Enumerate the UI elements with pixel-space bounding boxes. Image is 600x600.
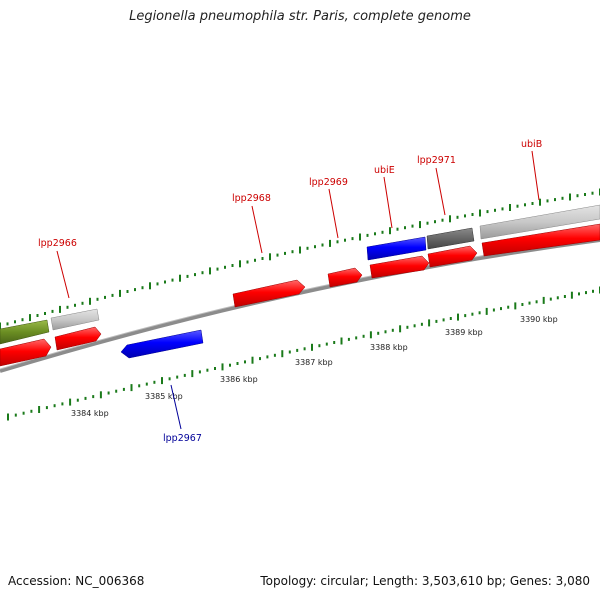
leader-line-lpp2967 — [170, 384, 182, 430]
leader-line-lpp2968 — [251, 205, 263, 254]
feature-label-lpp2971: lpp2971 — [417, 155, 456, 166]
tick-label-3385: 3385 kbp — [145, 392, 183, 401]
feature-label-ubiE: ubiE — [374, 165, 395, 176]
cds-arrow-ubiE[interactable] — [369, 255, 430, 279]
topology-text: Topology: circular; Length: 3,503,610 bp… — [260, 574, 590, 588]
cds-arrow-left-edge[interactable] — [0, 338, 52, 367]
feature-label-lpp2968: lpp2968 — [232, 193, 271, 204]
map-title: Legionella pneumophila str. Paris, compl… — [129, 9, 471, 24]
cds-arrow-lpp2971[interactable] — [427, 245, 478, 268]
leader-line-lpp2971 — [435, 167, 446, 216]
tick-label-3390: 3390 kbp — [520, 315, 558, 324]
cds-arrow-lpp2968[interactable] — [232, 279, 306, 308]
cds-arrow-lpp2969[interactable] — [327, 267, 363, 288]
feature-label-lpp2969: lpp2969 — [309, 177, 348, 188]
leader-line-ubiB — [531, 150, 540, 201]
cds-arrow-lpp2966[interactable] — [54, 326, 102, 351]
cds-arrow-lpp2967[interactable] — [120, 329, 204, 359]
accession-text: Accession: NC_006368 — [8, 574, 145, 588]
feature-label-lpp2967: lpp2967 — [163, 433, 202, 444]
upper-tick-row — [0, 188, 600, 330]
tick-label-3389: 3389 kbp — [445, 328, 483, 337]
feature-label-lpp2966: lpp2966 — [38, 238, 77, 249]
leader-line-lpp2966 — [56, 250, 70, 299]
tick-label-3386: 3386 kbp — [220, 375, 258, 384]
light-gray-gene-block-left[interactable] — [50, 308, 100, 331]
olive-gene-block[interactable] — [0, 319, 50, 345]
lpp2971-gene-block[interactable] — [426, 227, 475, 250]
feature-label-ubiB: ubiB — [521, 139, 542, 150]
tick-label-3387: 3387 kbp — [295, 358, 333, 367]
leader-line-lpp2969 — [328, 188, 339, 239]
tick-label-3388: 3388 kbp — [370, 343, 408, 352]
light-gray-gene-block-right[interactable] — [479, 204, 600, 240]
lower-tick-row — [7, 286, 600, 421]
ubiE-gene-block[interactable] — [366, 236, 427, 261]
leader-line-ubiE — [383, 176, 393, 229]
genome-backbone — [0, 238, 600, 373]
cds-arrow-ubiB[interactable] — [481, 223, 600, 257]
tick-label-3384: 3384 kbp — [71, 409, 109, 418]
